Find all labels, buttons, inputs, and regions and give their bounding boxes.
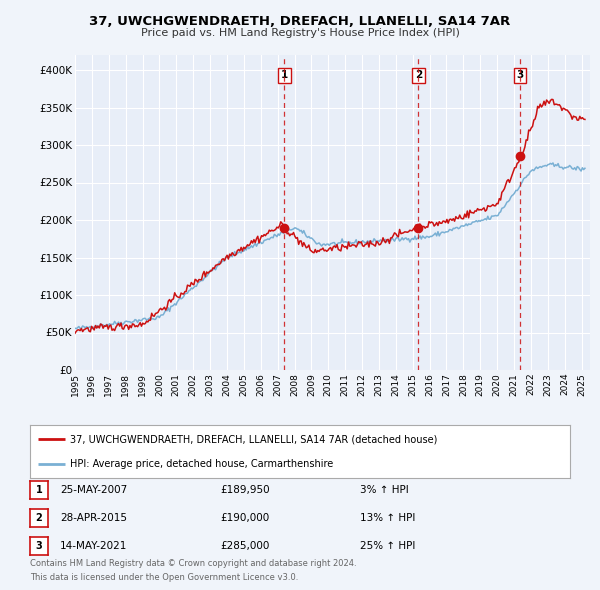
Text: £190,000: £190,000: [220, 513, 269, 523]
Text: Price paid vs. HM Land Registry's House Price Index (HPI): Price paid vs. HM Land Registry's House …: [140, 28, 460, 38]
Text: 3: 3: [517, 70, 524, 80]
Text: Contains HM Land Registry data © Crown copyright and database right 2024.: Contains HM Land Registry data © Crown c…: [30, 559, 356, 568]
Text: 2: 2: [35, 513, 43, 523]
Text: 37, UWCHGWENDRAETH, DREFACH, LLANELLI, SA14 7AR: 37, UWCHGWENDRAETH, DREFACH, LLANELLI, S…: [89, 15, 511, 28]
Text: 2: 2: [415, 70, 422, 80]
Text: This data is licensed under the Open Government Licence v3.0.: This data is licensed under the Open Gov…: [30, 573, 298, 582]
Text: 1: 1: [35, 485, 43, 495]
Text: 37, UWCHGWENDRAETH, DREFACH, LLANELLI, SA14 7AR (detached house): 37, UWCHGWENDRAETH, DREFACH, LLANELLI, S…: [71, 434, 438, 444]
Text: 3% ↑ HPI: 3% ↑ HPI: [360, 485, 409, 495]
Text: HPI: Average price, detached house, Carmarthenshire: HPI: Average price, detached house, Carm…: [71, 458, 334, 468]
Text: 28-APR-2015: 28-APR-2015: [60, 513, 127, 523]
Text: £285,000: £285,000: [220, 541, 269, 551]
Text: 3: 3: [35, 541, 43, 551]
Text: 25% ↑ HPI: 25% ↑ HPI: [360, 541, 415, 551]
Text: 14-MAY-2021: 14-MAY-2021: [60, 541, 127, 551]
Text: £189,950: £189,950: [220, 485, 269, 495]
Text: 1: 1: [281, 70, 288, 80]
Text: 25-MAY-2007: 25-MAY-2007: [60, 485, 127, 495]
Text: 13% ↑ HPI: 13% ↑ HPI: [360, 513, 415, 523]
